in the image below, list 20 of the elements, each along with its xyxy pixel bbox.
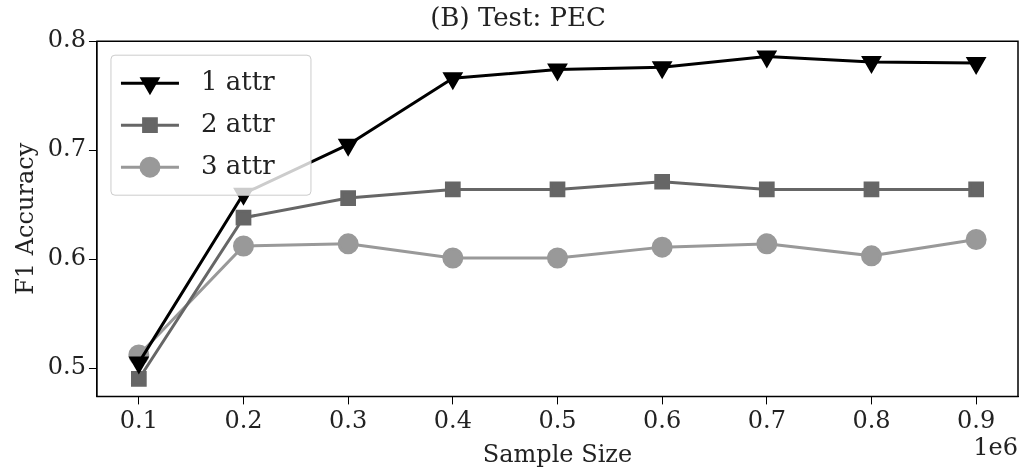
x-tick-label: 0.2 — [224, 406, 263, 435]
x-tick-label: 0.5 — [538, 406, 577, 435]
y-tick-label: 0.7 — [47, 134, 86, 163]
x-tick-label: 0.4 — [433, 406, 472, 435]
x-tick-label: 0.8 — [852, 406, 891, 435]
legend-label: 2 attr — [200, 107, 276, 138]
x-tick-label: 0.3 — [329, 406, 368, 435]
legend-label: 3 attr — [200, 149, 276, 180]
y-axis-title: F1 Accuracy — [10, 142, 39, 295]
x-tick-label: 0.6 — [643, 406, 682, 435]
x-tick-label: 0.1 — [119, 406, 158, 435]
legend-label: 1 attr — [200, 65, 276, 96]
x-tick-label: 0.9 — [957, 406, 996, 435]
x-axis-title: Sample Size — [482, 439, 633, 468]
text: 1e6 — [973, 432, 1018, 461]
y-tick-label: 0.6 — [47, 243, 86, 272]
chart-title: (B) Test: PEC — [430, 2, 606, 33]
y-tick-label: 0.8 — [47, 25, 86, 54]
y-tick-label: 0.5 — [47, 352, 86, 381]
x-tick-label: 0.7 — [747, 406, 786, 435]
